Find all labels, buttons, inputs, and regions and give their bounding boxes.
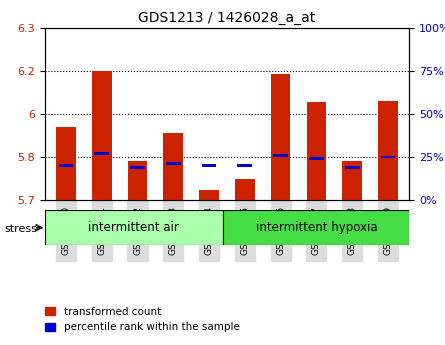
Bar <box>380 156 395 158</box>
Bar <box>128 161 147 200</box>
Bar <box>163 132 183 200</box>
Bar <box>378 101 398 200</box>
Legend: transformed count, percentile rank within the sample: transformed count, percentile rank withi… <box>41 303 244 336</box>
Bar <box>92 71 112 200</box>
Text: stress: stress <box>4 225 37 234</box>
Bar <box>202 164 216 167</box>
Text: intermittent air: intermittent air <box>89 221 179 234</box>
Bar <box>59 164 73 167</box>
Bar <box>56 127 76 200</box>
Bar <box>271 73 291 200</box>
Bar <box>235 178 255 200</box>
Title: GDS1213 / 1426028_a_at: GDS1213 / 1426028_a_at <box>138 11 316 25</box>
FancyBboxPatch shape <box>223 210 409 245</box>
Bar <box>199 190 219 200</box>
Bar <box>273 154 288 157</box>
Bar <box>238 164 252 167</box>
Bar <box>309 157 324 160</box>
Text: intermittent hypoxia: intermittent hypoxia <box>255 221 377 234</box>
Bar <box>307 102 326 200</box>
Bar <box>166 162 181 165</box>
FancyBboxPatch shape <box>44 210 223 245</box>
Bar <box>342 161 362 200</box>
Bar <box>94 152 109 155</box>
Bar <box>130 166 145 169</box>
Bar <box>345 166 360 169</box>
